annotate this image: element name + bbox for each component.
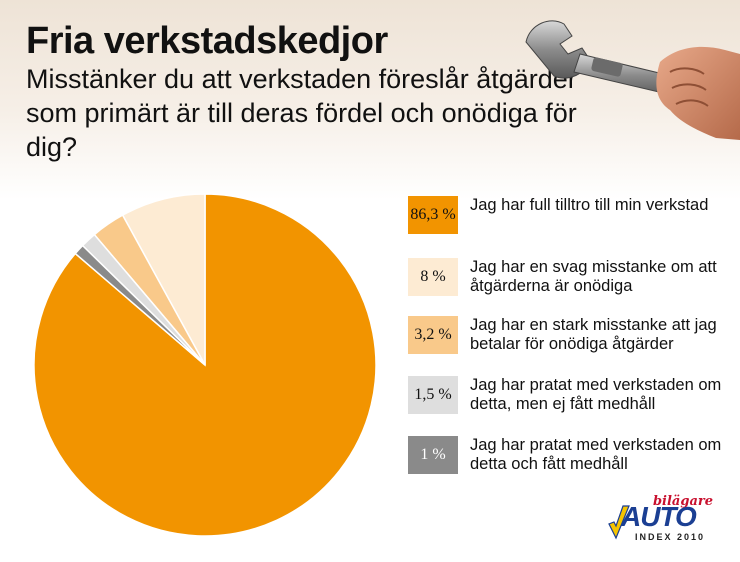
logo-small-text: bilägare: [652, 494, 713, 509]
chart-question: Misstänker du att verkstaden föreslår åt…: [26, 64, 577, 162]
legend-label: Jag har pratat med verkstaden om detta o…: [470, 436, 722, 473]
auto-index-logo: bilägare AUTO INDEX 2010: [607, 494, 717, 546]
legend-value: 3,2 %: [414, 326, 452, 343]
legend-value: 1 %: [420, 446, 446, 463]
header-background: [0, 0, 740, 200]
legend-label: Jag har en svag misstanke om att åtgärde…: [470, 258, 717, 295]
chart-title: Fria verkstadskedjor: [26, 20, 388, 62]
legend-label: Jag har en stark misstanke att jag betal…: [470, 316, 717, 353]
legend-label: Jag har full tilltro till min verkstad: [470, 196, 709, 214]
legend-value: 86,3 %: [410, 206, 456, 223]
logo-main-text: AUTO: [621, 501, 697, 532]
pie-slice-4: [74, 244, 206, 366]
legend-label: Jag har pratat med verkstaden om detta, …: [470, 376, 722, 413]
checkmark-icon: [608, 505, 630, 540]
legend-swatch: 86,3 %: [408, 196, 458, 234]
legend-value: 8 %: [420, 268, 446, 285]
legend-value: 1,5 %: [414, 386, 452, 403]
wrench-hand-icon: [525, 20, 740, 140]
pie-chart: [33, 193, 377, 537]
legend-swatch: 1 %: [408, 436, 458, 474]
legend-swatch: 1,5 %: [408, 376, 458, 414]
legend-swatch: 3,2 %: [408, 316, 458, 354]
logo-sub-text: INDEX 2010: [635, 532, 706, 542]
legend-swatch: 8 %: [408, 258, 458, 296]
